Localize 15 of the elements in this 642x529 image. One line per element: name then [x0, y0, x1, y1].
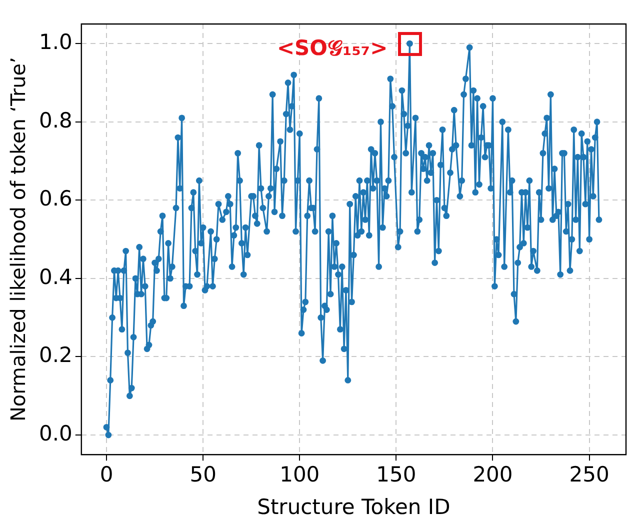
y-tick-label: 0.2 [38, 343, 72, 368]
y-tick-label: 0.6 [38, 186, 72, 211]
x-axis-title: Structure Token ID [257, 494, 450, 519]
x-tick-label: 0 [100, 462, 114, 487]
annotation: <SO𝒢₁₅₇> [276, 36, 388, 60]
y-axis-title: Normalized likelihood of token ‘True’ [6, 57, 30, 422]
y-tick-label: 0.4 [38, 264, 72, 289]
y-tick-label: 0.0 [38, 421, 72, 446]
x-tick-label: 200 [472, 462, 513, 487]
x-tick-label: 250 [569, 462, 610, 487]
x-tick-label: 150 [376, 462, 416, 487]
y-tick-label: 1.0 [38, 30, 72, 54]
y-tick-label: 0.8 [38, 108, 72, 132]
x-tick-label: 100 [280, 462, 320, 487]
x-tick-label: 50 [190, 462, 216, 487]
